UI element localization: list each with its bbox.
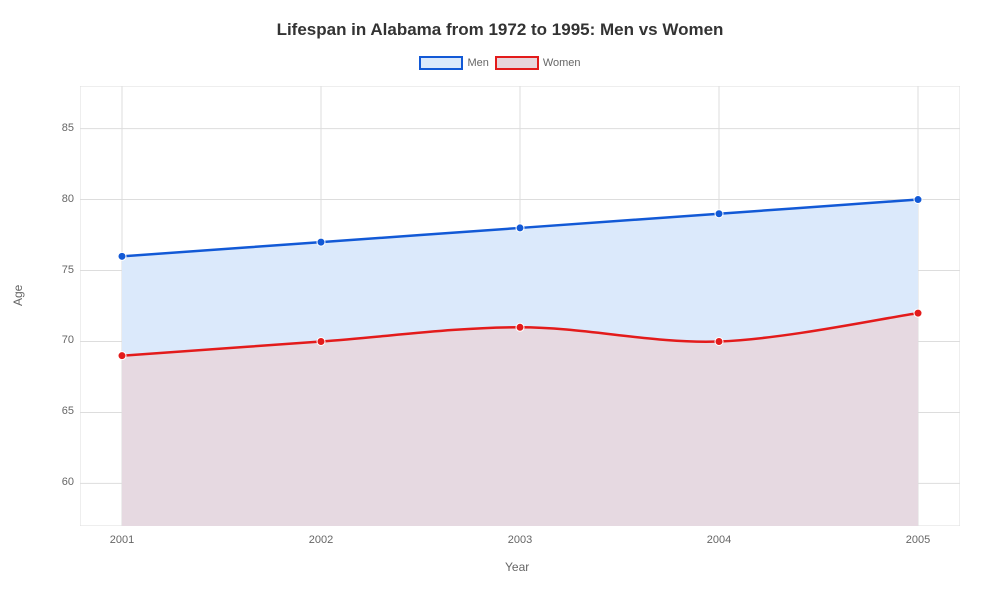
marker-men xyxy=(317,238,325,246)
marker-men xyxy=(914,196,922,204)
legend: Men Women xyxy=(0,56,1000,70)
legend-label-men: Men xyxy=(467,57,488,69)
marker-men xyxy=(516,224,524,232)
x-axis-label: Year xyxy=(505,560,529,574)
x-tick-label: 2005 xyxy=(898,534,938,546)
x-tick-label: 2001 xyxy=(102,534,142,546)
legend-item-men: Men xyxy=(419,56,488,70)
y-axis-label: Age xyxy=(11,285,25,306)
legend-swatch-women xyxy=(495,56,539,70)
legend-label-women: Women xyxy=(543,57,581,69)
y-tick-label: 75 xyxy=(44,264,74,276)
y-tick-label: 80 xyxy=(44,193,74,205)
marker-women xyxy=(118,352,126,360)
y-tick-label: 65 xyxy=(44,405,74,417)
marker-men xyxy=(118,252,126,260)
x-tick-label: 2003 xyxy=(500,534,540,546)
marker-women xyxy=(715,337,723,345)
marker-women xyxy=(516,323,524,331)
marker-men xyxy=(715,210,723,218)
legend-item-women: Women xyxy=(495,56,581,70)
y-tick-label: 70 xyxy=(44,334,74,346)
legend-swatch-men xyxy=(419,56,463,70)
marker-women xyxy=(317,337,325,345)
chart-title: Lifespan in Alabama from 1972 to 1995: M… xyxy=(0,20,1000,40)
plot-area xyxy=(80,86,960,526)
y-tick-label: 60 xyxy=(44,476,74,488)
x-tick-label: 2004 xyxy=(699,534,739,546)
chart-svg xyxy=(80,86,960,526)
marker-women xyxy=(914,309,922,317)
x-tick-label: 2002 xyxy=(301,534,341,546)
y-tick-label: 85 xyxy=(44,122,74,134)
